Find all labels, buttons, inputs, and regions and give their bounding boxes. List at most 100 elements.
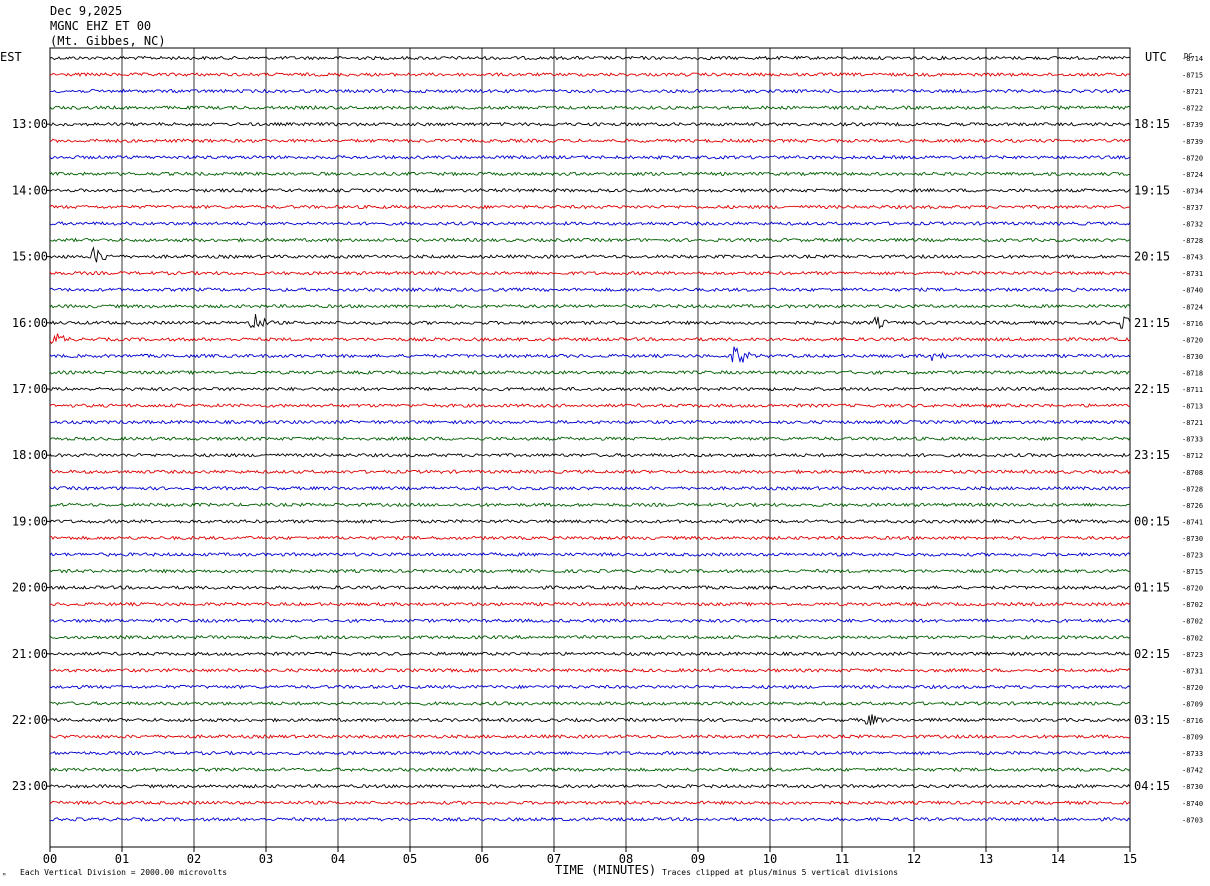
plot-frame — [49, 47, 1131, 848]
trace-line — [49, 303, 1131, 309]
trace-line — [49, 121, 1131, 127]
trace-line — [49, 55, 1131, 61]
trace-line — [49, 187, 1131, 193]
right-hour-label: 03:15 — [1134, 713, 1170, 727]
dc-offset-label: -8742 — [1182, 767, 1203, 775]
trace-line — [49, 816, 1131, 822]
trace-line — [49, 485, 1131, 491]
station-id: MGNC EHZ ET 00 — [50, 19, 152, 33]
trace-line — [49, 436, 1131, 442]
trace-line — [49, 651, 1131, 657]
dc-offset-label: -8740 — [1182, 287, 1203, 295]
x-tick-label: 09 — [691, 852, 705, 866]
trace-line — [49, 138, 1131, 144]
dc-offset-label: -8715 — [1182, 72, 1203, 80]
left-hour-label: 18:00 — [12, 448, 48, 462]
trace-line — [49, 502, 1131, 508]
dc-offset-label: -8730 — [1182, 783, 1203, 791]
dc-offset-label: -8702 — [1182, 618, 1203, 626]
dc-offset-label: -8702 — [1182, 601, 1203, 609]
right-hour-label: 01:15 — [1134, 581, 1170, 595]
dc-offset-label: -8733 — [1182, 750, 1203, 758]
trace-line — [49, 800, 1131, 806]
trace-line — [49, 246, 1131, 263]
left-hour-label: 20:00 — [12, 581, 48, 595]
trace-line — [49, 767, 1131, 773]
x-tick-label: 14 — [1051, 852, 1065, 866]
dc-offset-label: -8737 — [1182, 204, 1203, 212]
dc-offset-label: -8733 — [1182, 436, 1203, 444]
right-hour-label: 21:15 — [1134, 316, 1170, 330]
dc-offset-label: -8723 — [1182, 651, 1203, 659]
trace-line — [49, 419, 1131, 425]
dc-offset-label: -8724 — [1182, 303, 1203, 311]
dc-offset-label: -8709 — [1182, 734, 1203, 742]
trace-line — [49, 204, 1131, 210]
dc-offset-label: -8714 — [1182, 55, 1203, 63]
trace-line — [49, 314, 1131, 330]
left-hour-label: 16:00 — [12, 316, 48, 330]
trace-line — [49, 403, 1131, 408]
trace-line — [49, 72, 1131, 77]
trace-line — [49, 585, 1130, 591]
x-tick-label: 00 — [43, 852, 57, 866]
right-timezone-label: UTC — [1145, 50, 1167, 64]
trace-line — [49, 369, 1131, 375]
dc-offset-label: -8739 — [1182, 138, 1203, 146]
station-location: (Mt. Gibbes, NC) — [50, 34, 166, 48]
right-hour-label: 23:15 — [1134, 448, 1170, 462]
dc-offset-label: -8702 — [1182, 634, 1203, 642]
x-tick-label: 11 — [835, 852, 849, 866]
x-tick-label: 06 — [475, 852, 489, 866]
trace-line — [49, 734, 1131, 739]
left-timezone-label: EST — [0, 50, 22, 64]
left-hour-label: 23:00 — [12, 779, 48, 793]
x-tick-label: 01 — [115, 852, 129, 866]
right-hour-label: 02:15 — [1134, 647, 1170, 661]
corner-mark: ᴹ — [2, 872, 7, 880]
trace-line — [49, 154, 1131, 160]
trace-line — [49, 518, 1131, 525]
trace-line — [49, 568, 1131, 574]
right-hour-label: 00:15 — [1134, 514, 1170, 528]
trace-line — [49, 783, 1131, 789]
right-hour-label: 20:15 — [1134, 250, 1170, 264]
left-hour-label: 21:00 — [12, 647, 48, 661]
trace-line — [49, 700, 1131, 706]
x-tick-label: 10 — [763, 852, 777, 866]
trace-line — [49, 552, 1131, 557]
trace-line — [49, 270, 1131, 276]
dc-offset-label: -8721 — [1182, 88, 1203, 96]
dc-offset-label: -8711 — [1182, 386, 1203, 394]
dc-offset-label: -8716 — [1182, 320, 1203, 328]
dc-offset-label: -8732 — [1182, 221, 1203, 229]
dc-offset-label: -8713 — [1182, 403, 1203, 411]
x-tick-label: 13 — [979, 852, 993, 866]
trace-line — [50, 601, 1131, 607]
trace-line — [49, 535, 1131, 541]
x-tick-label: 03 — [259, 852, 273, 866]
x-tick-label: 07 — [547, 852, 561, 866]
trace-line — [49, 220, 1131, 226]
x-axis-title: TIME (MINUTES) — [555, 863, 657, 877]
trace-line — [49, 452, 1131, 458]
dc-offset-label: -8715 — [1182, 568, 1203, 576]
dc-offset-label: -8703 — [1182, 816, 1203, 824]
dc-offset-label: -8720 — [1182, 585, 1203, 593]
left-hour-label: 13:00 — [12, 117, 48, 131]
trace-line — [49, 346, 1131, 363]
dc-offset-label: -8724 — [1182, 171, 1203, 179]
left-hour-label: 17:00 — [12, 382, 48, 396]
left-hour-label: 19:00 — [12, 514, 48, 528]
dc-offset-label: -8723 — [1182, 552, 1203, 560]
right-hour-label: 18:15 — [1134, 117, 1170, 131]
trace-line — [49, 618, 1131, 624]
trace-line — [49, 105, 1131, 111]
x-tick-label: 02 — [187, 852, 201, 866]
dc-offset-label: -8740 — [1182, 800, 1203, 808]
x-tick-label: 15 — [1123, 852, 1137, 866]
dc-offset-label: -8728 — [1182, 237, 1203, 245]
plot-date: Dec 9,2025 — [50, 4, 123, 18]
trace-line — [49, 171, 1131, 177]
trace-line — [49, 634, 1131, 640]
